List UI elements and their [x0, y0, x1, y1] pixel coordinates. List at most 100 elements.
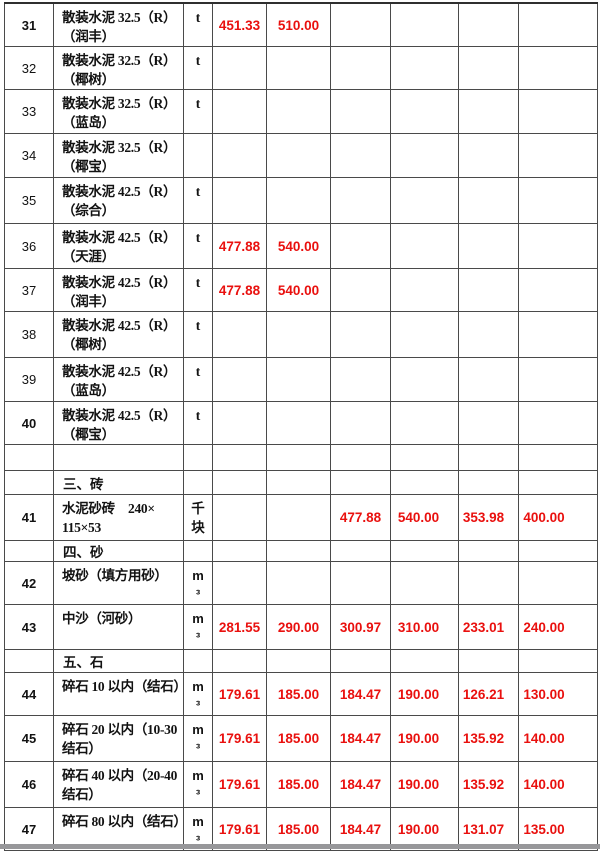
section-title: 五、石 — [53, 649, 184, 673]
price-cell — [330, 46, 391, 90]
material-name: 散装水泥 42.5（R） （蓝岛） — [53, 357, 184, 402]
price-cell: 240.00 — [518, 604, 598, 650]
section-row: 五、石 — [4, 649, 598, 673]
price-cell: 281.55 — [212, 604, 267, 650]
price-cell — [212, 133, 267, 178]
material-name: 坡砂（填方用砂） — [53, 561, 184, 605]
material-name: 散装水泥 32.5（R） （椰树） — [53, 46, 184, 90]
price-cell — [518, 561, 598, 605]
price-cell — [266, 177, 331, 224]
price-cell — [212, 561, 267, 605]
price-cell — [330, 311, 391, 358]
row-number: 38 — [4, 311, 54, 358]
price-cell: 477.88 — [212, 268, 267, 312]
material-name: 碎石 80 以内（结石） — [53, 807, 187, 851]
price-cell: 190.00 — [390, 715, 459, 762]
section-title: 三、砖 — [53, 470, 184, 495]
price-cell — [458, 2, 519, 47]
price-cell: 179.61 — [212, 761, 267, 808]
empty-cell — [390, 444, 459, 471]
price-cell — [212, 46, 267, 90]
price-cell — [266, 561, 331, 605]
unit-cell: 千 块 — [183, 494, 213, 541]
empty-cell — [518, 540, 598, 562]
price-cell: 135.92 — [458, 715, 519, 762]
row-number: 33 — [4, 89, 54, 134]
price-cell: 185.00 — [266, 715, 331, 762]
table-row: 38 散装水泥 42.5（R） （椰树） t — [4, 311, 598, 358]
price-cell — [518, 268, 598, 312]
price-cell — [330, 89, 391, 134]
unit-cell: t — [183, 268, 213, 312]
price-cell — [330, 223, 391, 269]
empty-cell — [458, 444, 519, 471]
table-row: 41 水泥砂砖 240× 115×53 千 块 477.88 540.00 35… — [4, 494, 598, 541]
empty-cell — [183, 540, 213, 562]
unit-cell: m ³ — [183, 761, 213, 808]
price-cell — [266, 46, 331, 90]
price-cell — [390, 561, 459, 605]
price-cell — [212, 401, 267, 445]
material-price-table: 31 散装水泥 32.5（R） （润丰） t 451.33 510.00 32 … — [4, 2, 598, 851]
price-cell: 300.97 — [330, 604, 391, 650]
section-title: 四、砂 — [53, 540, 184, 562]
unit-cell: t — [183, 89, 213, 134]
price-cell — [518, 46, 598, 90]
table-row: 34 散装水泥 32.5（R） （椰宝） — [4, 133, 598, 178]
empty-cell — [4, 470, 54, 495]
price-cell — [390, 401, 459, 445]
unit-cell: t — [183, 46, 213, 90]
price-cell — [458, 177, 519, 224]
empty-cell — [458, 470, 519, 495]
material-name: 散装水泥 42.5（R） （天涯） — [53, 223, 184, 269]
table-row: 39 散装水泥 42.5（R） （蓝岛） t — [4, 357, 598, 402]
price-cell: 233.01 — [458, 604, 519, 650]
price-cell: 540.00 — [266, 223, 331, 269]
empty-cell — [183, 444, 213, 471]
price-cell: 140.00 — [518, 761, 598, 808]
material-name: 水泥砂砖 240× 115×53 — [53, 494, 184, 541]
price-cell — [518, 223, 598, 269]
price-cell — [458, 268, 519, 312]
unit-cell: t — [183, 177, 213, 224]
price-cell: 190.00 — [390, 761, 459, 808]
price-cell — [458, 357, 519, 402]
unit-cell: m ³ — [183, 715, 213, 762]
price-cell: 126.21 — [458, 672, 519, 716]
price-cell: 190.00 — [390, 672, 459, 716]
price-cell: 185.00 — [266, 672, 331, 716]
row-number: 39 — [4, 357, 54, 402]
price-cell: 179.61 — [212, 672, 267, 716]
price-cell: 184.47 — [330, 715, 391, 762]
table-row: 36 散装水泥 42.5（R） （天涯） t 477.88 540.00 — [4, 223, 598, 269]
table-row: 37 散装水泥 42.5（R） （润丰） t 477.88 540.00 — [4, 268, 598, 312]
material-name: 散装水泥 42.5（R） （润丰） — [53, 268, 184, 312]
material-name: 碎石 20 以内（10-30 结石） — [53, 715, 184, 762]
empty-cell — [4, 649, 54, 673]
price-cell — [390, 223, 459, 269]
unit-cell: t — [183, 311, 213, 358]
table-row: 32 散装水泥 32.5（R） （椰树） t — [4, 46, 598, 90]
table-row: 43 中沙（河砂） m ³ 281.55 290.00 300.97 310.0… — [4, 604, 598, 650]
empty-cell — [266, 649, 331, 673]
row-number: 32 — [4, 46, 54, 90]
price-cell — [212, 177, 267, 224]
price-cell — [518, 311, 598, 358]
unit-cell: m ³ — [183, 672, 213, 716]
empty-cell — [518, 444, 598, 471]
material-name: 散装水泥 42.5（R） （椰树） — [53, 311, 184, 358]
price-cell: 540.00 — [390, 494, 459, 541]
price-cell: 184.47 — [330, 807, 391, 851]
empty-cell — [212, 649, 267, 673]
empty-cell — [212, 470, 267, 495]
price-cell — [518, 357, 598, 402]
price-cell: 179.61 — [212, 715, 267, 762]
price-cell: 179.61 — [212, 807, 267, 851]
table-row: 42 坡砂（填方用砂） m ³ — [4, 561, 598, 605]
price-cell — [266, 494, 331, 541]
empty-cell — [212, 540, 267, 562]
empty-cell — [390, 470, 459, 495]
row-number: 42 — [4, 561, 54, 605]
price-cell — [390, 46, 459, 90]
